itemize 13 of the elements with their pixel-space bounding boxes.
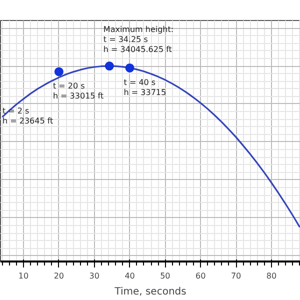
x-tick-label: 30 [89, 272, 100, 280]
annotation: Maximum height: t = 34.25 s h = 34045.625 ft [103, 25, 174, 54]
x-tick-label: 70 [230, 272, 242, 280]
x-tick-label: 20 [54, 272, 64, 280]
x-tick-label: 10 [18, 272, 29, 280]
annotation: t = 2 s h = 23645 ft [2, 106, 54, 126]
x-tick-label: 50 [160, 272, 170, 280]
x-tick-label: 80 [266, 272, 277, 280]
annotation: t = 20 s h = 33015 ft [52, 82, 104, 101]
x-axis-title: Time, seconds [114, 286, 186, 298]
x-tick-label: 60 [196, 272, 206, 280]
annotation: t = 40 s h = 33715 [124, 78, 166, 97]
x-tick-label: 40 [124, 272, 135, 280]
